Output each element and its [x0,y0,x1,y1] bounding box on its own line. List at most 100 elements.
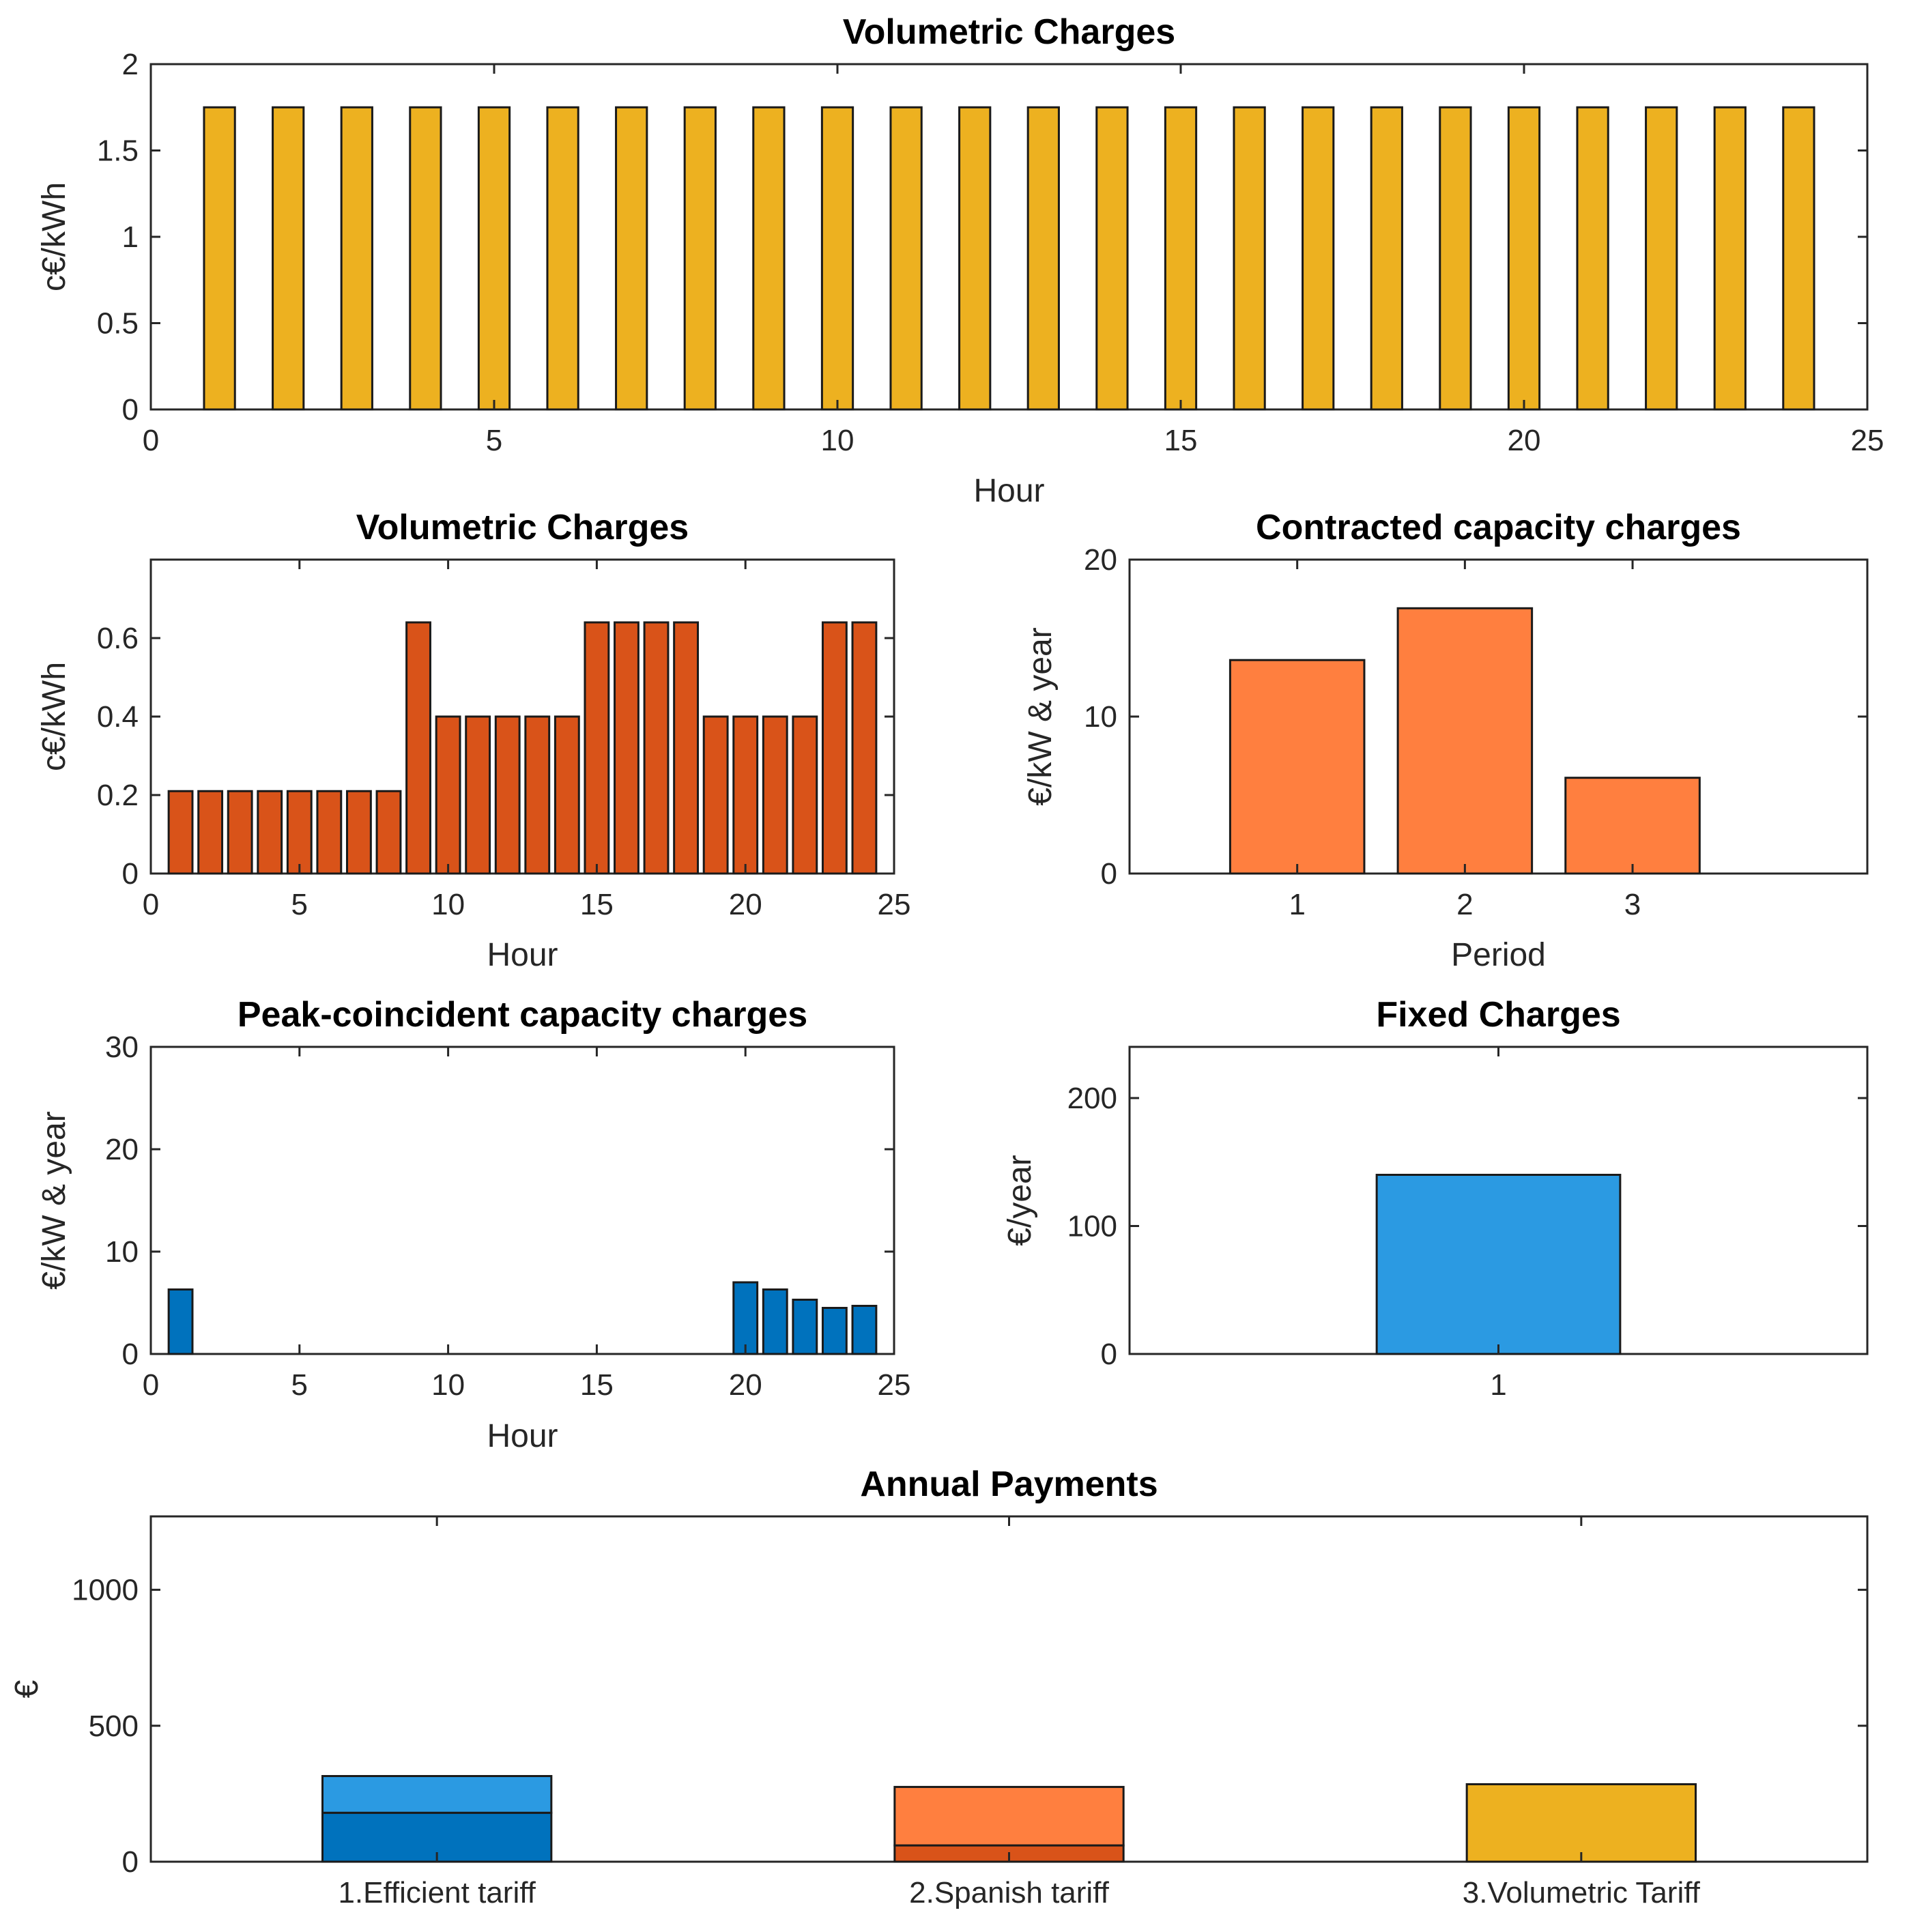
contracted-bar [1396,607,1534,875]
vol1-bar [1439,106,1472,411]
vol2-xtick-label: 10 [431,888,465,921]
vol1-bar [1370,106,1403,411]
vol1-xtick-label: 0 [143,424,159,457]
vol1-title: Volumetric Charges [843,12,1175,52]
vol1-bar [1645,106,1678,411]
vol1-bar [203,106,236,411]
vol2-xtick-label: 25 [878,888,911,921]
annual-title: Annual Payments [860,1465,1158,1504]
fixed-ytick-label: 0 [1101,1338,1117,1371]
vol2-bar [702,715,729,875]
annual-ylabel: € [9,1679,45,1698]
vol2-bar [435,715,461,875]
peak-xtick-label: 20 [729,1368,762,1402]
vol1-ytick-label: 0 [122,393,139,427]
vol1-xtick-label: 10 [821,424,854,457]
vol1-ytick-label: 0.5 [97,307,139,341]
peak-title: Peak-coincident capacity charges [238,995,807,1035]
peak-xlabel: Hour [487,1418,558,1454]
peak-xtick-label: 10 [431,1368,465,1402]
annual-bar-upper [1465,1783,1697,1863]
vol1-bar [1782,106,1815,411]
vol2-bar [821,621,848,875]
contracted-ytick-label: 10 [1084,700,1117,734]
annual-xtick-label: 2.Spanish tariff [909,1876,1109,1909]
vol2-bar [614,621,640,875]
peak-ylabel: €/kW & year [36,1111,72,1289]
vol2-xlabel: Hour [487,937,558,973]
annual-bar-upper [321,1774,553,1814]
vol2-ytick-label: 0.2 [97,779,139,812]
vol2-ytick-label: 0 [122,857,139,891]
vol1-xtick-label: 25 [1851,424,1884,457]
peak-bar [851,1305,878,1355]
peak-xtick-label: 5 [291,1368,308,1402]
vol1-bar [615,106,648,411]
fixed-ytick-label: 200 [1067,1082,1117,1115]
vol1-bar [340,106,373,411]
vol2-bar [227,790,253,875]
vol2-ytick-label: 0.6 [97,622,139,655]
vol2-xtick-label: 15 [580,888,614,921]
vol1-ytick-label: 2 [122,48,139,81]
contracted-xtick-label: 1 [1289,888,1305,921]
annual-ytick-label: 0 [122,1845,139,1879]
contracted-ytick-label: 0 [1101,857,1117,891]
vol2-bar [643,621,670,875]
vol1-ylabel: c€/kWh [36,182,72,291]
peak-ytick-label: 20 [105,1133,139,1166]
fixed-ylabel: €/year [1002,1155,1038,1245]
vol2-xtick-label: 20 [729,888,762,921]
vol2-ylabel: c€/kWh [36,662,72,771]
vol1-bar [958,106,992,411]
vol2-bar [316,790,343,875]
vol1-axes [149,63,1869,411]
vol1-bar [1026,106,1060,411]
vol2-bar [732,715,759,875]
vol2-ytick-label: 0.4 [97,700,139,734]
vol2-bar [465,715,491,875]
vol2-bar [584,621,610,875]
annual-bar-upper [893,1785,1125,1847]
vol1-bar [1164,106,1198,411]
vol2-bar [286,790,313,875]
vol2-bar [375,790,402,875]
annual-xtick-label: 1.Efficient tariff [338,1876,536,1909]
vol1-bar [546,106,579,411]
vol2-bar [851,621,878,875]
vol1-bar [752,106,786,411]
vol2-bar [345,790,372,875]
vol2-bar [494,715,521,875]
vol2-bar [257,790,283,875]
vol1-bar [477,106,511,411]
vol1-ytick-label: 1 [122,220,139,254]
vol1-bar [820,106,854,411]
vol1-bar [1095,106,1129,411]
contracted-xtick-label: 2 [1456,888,1473,921]
vol1-xtick-label: 5 [486,424,502,457]
vol1-xtick-label: 20 [1508,424,1541,457]
vol1-bar [1507,106,1541,411]
vol2-bar [524,715,551,875]
vol1-ytick-label: 1.5 [97,134,139,168]
peak-ytick-label: 0 [122,1338,139,1371]
peak-ytick-label: 30 [105,1030,139,1064]
vol2-xtick-label: 5 [291,888,308,921]
vol2-bar [554,715,580,875]
peak-bar [821,1307,848,1355]
vol2-bar [792,715,818,875]
vol2-bar [762,715,788,875]
contracted-ytick-label: 20 [1084,543,1117,577]
fixed-ytick-label: 100 [1067,1210,1117,1243]
vol1-bar [1302,106,1335,411]
peak-xtick-label: 25 [878,1368,911,1402]
vol2-bar [167,790,194,875]
fixed-xtick-label: 1 [1490,1368,1506,1402]
peak-bar [167,1288,194,1355]
vol1-bar [1713,106,1747,411]
fixed-bar [1375,1174,1622,1355]
contracted-bar [1228,659,1366,875]
vol1-bar [1576,106,1609,411]
peak-bar [792,1299,818,1355]
